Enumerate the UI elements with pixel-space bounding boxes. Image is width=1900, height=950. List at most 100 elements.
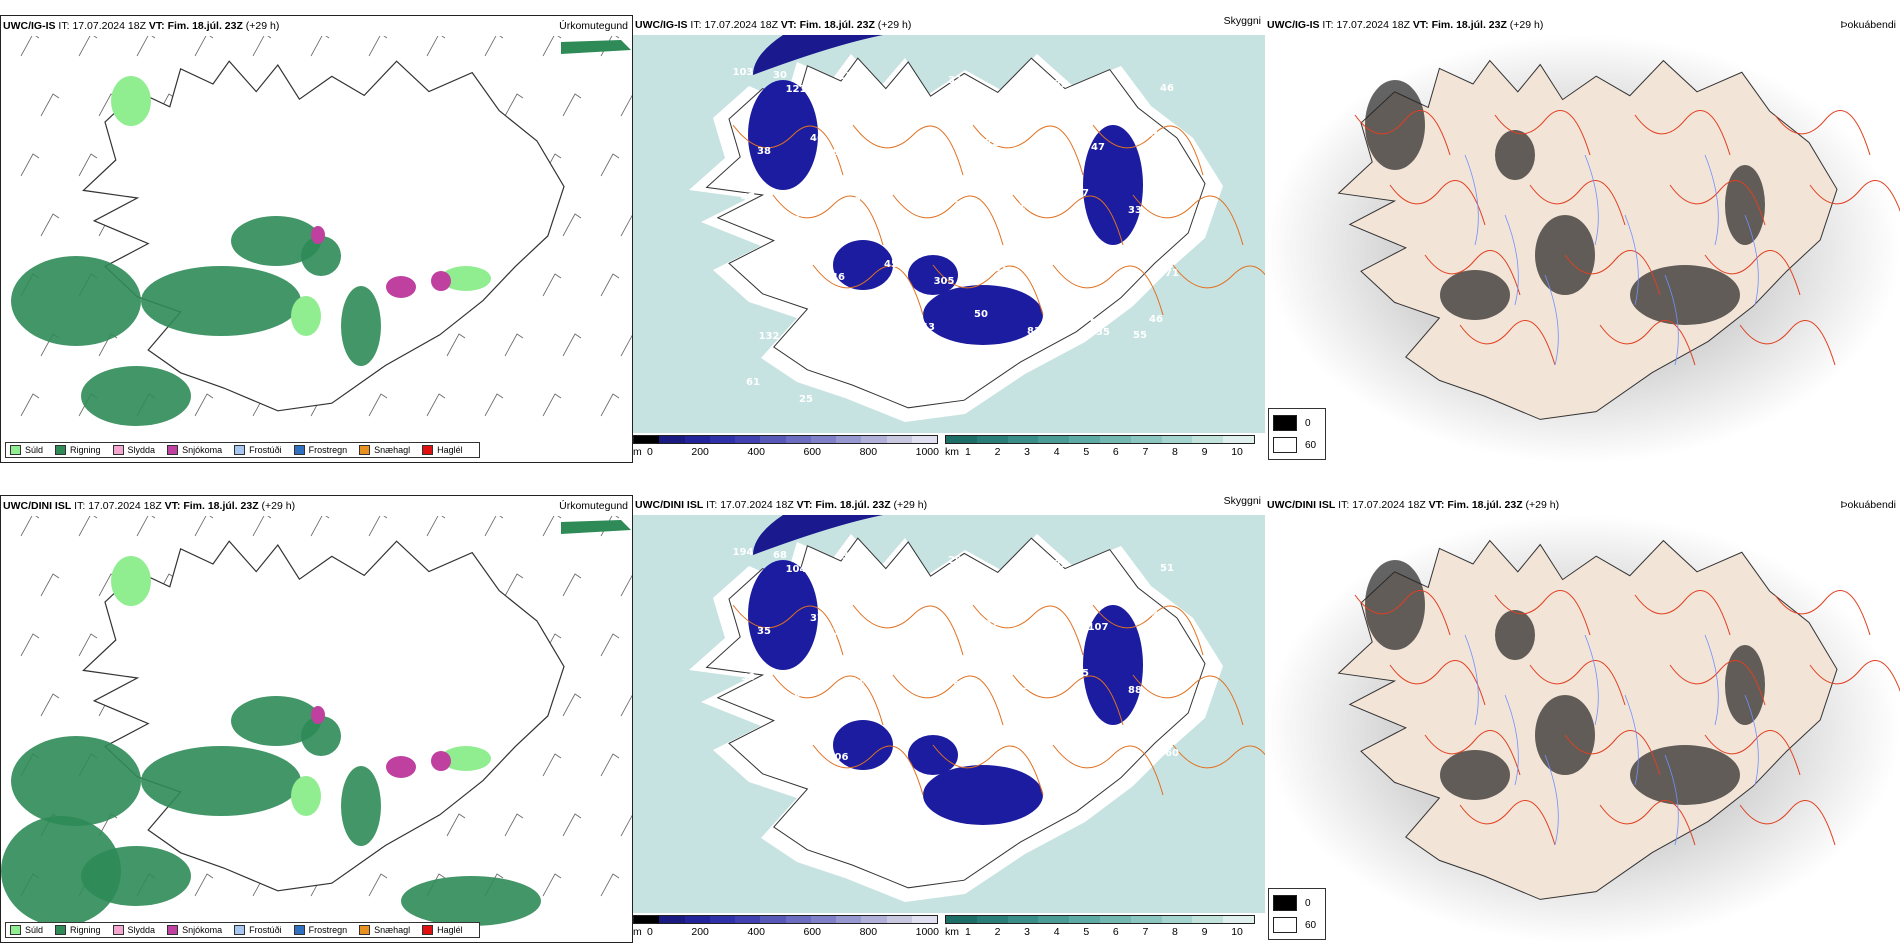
ceiling-label: 33 <box>1128 205 1142 216</box>
vt-label: VT: <box>164 500 181 512</box>
ceiling-label: 25 <box>799 394 813 405</box>
ceiling-label: 38 <box>757 146 771 157</box>
ceiling-label: 52 <box>879 134 893 145</box>
valid-time: Fim. 18.júl. 23Z <box>799 19 875 31</box>
wind-barb <box>136 36 156 57</box>
wind-barb <box>368 873 388 897</box>
vt-label: VT: <box>1412 19 1429 31</box>
road-line <box>1494 590 1591 636</box>
road-line <box>1132 674 1244 726</box>
ceiling-ticks: 0 200 400 600 800 1000 <box>647 446 939 458</box>
legend-label: Snjókoma <box>182 925 223 935</box>
visibility-map: 194 104 35 28 29 35 33 65 51 68 37 46 45 47 92 107 49 35 3… <box>633 515 1265 913</box>
legend-swatch <box>167 925 179 935</box>
visibility-colorbar <box>945 435 1255 444</box>
panel-title: Þokuábendi <box>1840 499 1896 511</box>
ceiling-label: 57 <box>1059 744 1073 755</box>
wind-barb <box>194 873 214 897</box>
ceiling-label: 28 <box>895 568 909 579</box>
wind-barb <box>562 573 582 597</box>
ceiling-colorbar <box>633 915 938 924</box>
ceiling-label: 82 <box>953 680 967 691</box>
rain-area <box>231 216 321 266</box>
road-line <box>1092 604 1204 656</box>
fog-panel-top: UWC/IG-IS IT: 17.07.2024 18Z VT: Fim. 18… <box>1265 15 1900 463</box>
wind-barb <box>620 214 632 237</box>
ceiling-label: 61 <box>1006 247 1020 258</box>
river-line <box>1744 694 1759 786</box>
low-ceiling-area <box>908 735 958 775</box>
ceiling-label: 46 <box>1149 314 1163 325</box>
ceiling-label: 70 <box>1043 250 1057 261</box>
legend-label: Frostúði <box>249 445 282 455</box>
snow-area <box>386 276 416 298</box>
rain-area <box>341 286 381 366</box>
lead-time: (+29 h) <box>1525 499 1560 511</box>
wind-barb <box>194 516 214 537</box>
road-line <box>812 264 924 316</box>
legend-swatch <box>112 925 124 935</box>
ceiling-label: 37 <box>810 613 824 624</box>
road-line <box>1092 124 1204 176</box>
wind-barb <box>368 393 388 417</box>
ceiling-label: 33 <box>948 75 962 86</box>
model-name: UWC/IG-IS <box>635 19 688 31</box>
low-ceiling-area <box>908 255 958 295</box>
rain-area <box>11 256 141 346</box>
ceiling-label: 37 <box>826 627 840 638</box>
wind-barb <box>504 93 524 117</box>
wind-barb <box>542 273 562 297</box>
wind-barb <box>310 516 330 537</box>
wind-barb <box>562 213 582 237</box>
road-line <box>932 744 1044 796</box>
visibility-tick: 8 <box>1172 926 1178 938</box>
low-ceiling-area <box>923 285 1043 345</box>
legend-item: Frostúði <box>234 925 282 935</box>
ceiling-label: 33 <box>1054 559 1068 570</box>
ceiling-labels: 194 104 35 28 29 35 33 65 51 68 37 46 45 47 92 107 49 35 3… <box>733 547 1179 763</box>
fog-map <box>1265 515 1900 943</box>
wind-barb <box>368 516 388 537</box>
ceiling-label: 181 <box>987 263 1008 274</box>
valid-time: Fim. 18.júl. 23Z <box>815 499 891 511</box>
snow-area <box>311 706 325 724</box>
ceiling-label: 100 <box>1109 731 1130 742</box>
fog-area <box>1365 560 1425 650</box>
road-line <box>1494 110 1591 156</box>
ceiling-label: 49 <box>863 150 877 161</box>
visibility-colorbar <box>945 915 1255 924</box>
ceiling-tick: 800 <box>859 926 878 938</box>
ceiling-label: 104 <box>775 255 796 266</box>
wind-barb <box>542 36 562 57</box>
road-line <box>1704 250 1801 296</box>
legend-swatch <box>359 445 371 455</box>
road-line <box>1389 180 1486 226</box>
legend-item: Súld <box>10 925 43 935</box>
fog-area <box>1725 645 1765 725</box>
wind-barb <box>40 693 60 717</box>
river-line <box>1744 214 1759 306</box>
road-line <box>1529 180 1626 226</box>
road-line <box>1634 110 1731 156</box>
fog-max-label: 60 <box>1305 919 1317 931</box>
ceiling-label: 46 <box>810 133 824 144</box>
visibility-tick: 5 <box>1083 446 1090 458</box>
ceiling-label: 64 <box>1080 313 1094 324</box>
wind-barb <box>562 333 582 357</box>
wind-barb <box>426 36 446 57</box>
ceiling-label: 66 <box>794 689 808 700</box>
fog-area <box>1440 270 1510 320</box>
wind-barb <box>600 153 620 177</box>
legend-swatch <box>234 925 246 935</box>
legend-item: Frostúði <box>234 445 282 455</box>
river-line <box>1464 154 1479 246</box>
visibility-tick: 9 <box>1201 446 1208 458</box>
fog-min-swatch <box>1273 415 1297 431</box>
low-ceiling-area <box>833 240 893 290</box>
road-line <box>772 194 884 246</box>
river-line <box>1464 634 1479 726</box>
wind-barb <box>194 36 214 57</box>
road-line <box>1809 180 1900 212</box>
legend-item: Frostregn <box>293 445 347 455</box>
river-line <box>1664 274 1679 366</box>
